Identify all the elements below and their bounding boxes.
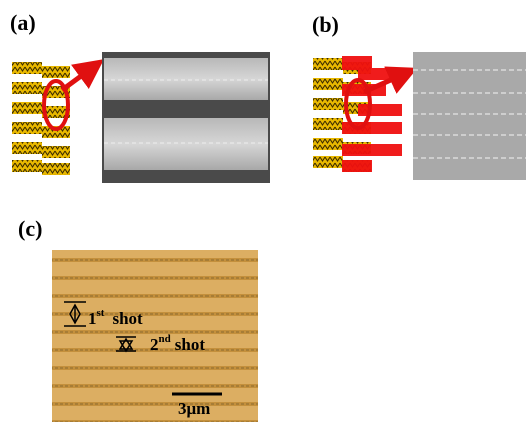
figure: (a) (b) [0,0,526,422]
panel-label: (a) [10,10,36,35]
sem-image [102,52,270,183]
annotation-text: shot [112,309,143,328]
annotation-number: 2 [150,335,159,354]
annotation-text: shot [175,335,206,354]
panel-label: (b) [312,12,339,37]
annotation-number: 1 [88,309,97,328]
panel-label: (c) [18,216,42,241]
annotation-suffix: nd [159,333,171,345]
device-stack [12,62,92,175]
sem-image [413,52,526,180]
annotation-suffix: st [97,307,105,319]
scale-bar-label: 3μm [178,399,210,418]
device-stack [313,56,404,172]
